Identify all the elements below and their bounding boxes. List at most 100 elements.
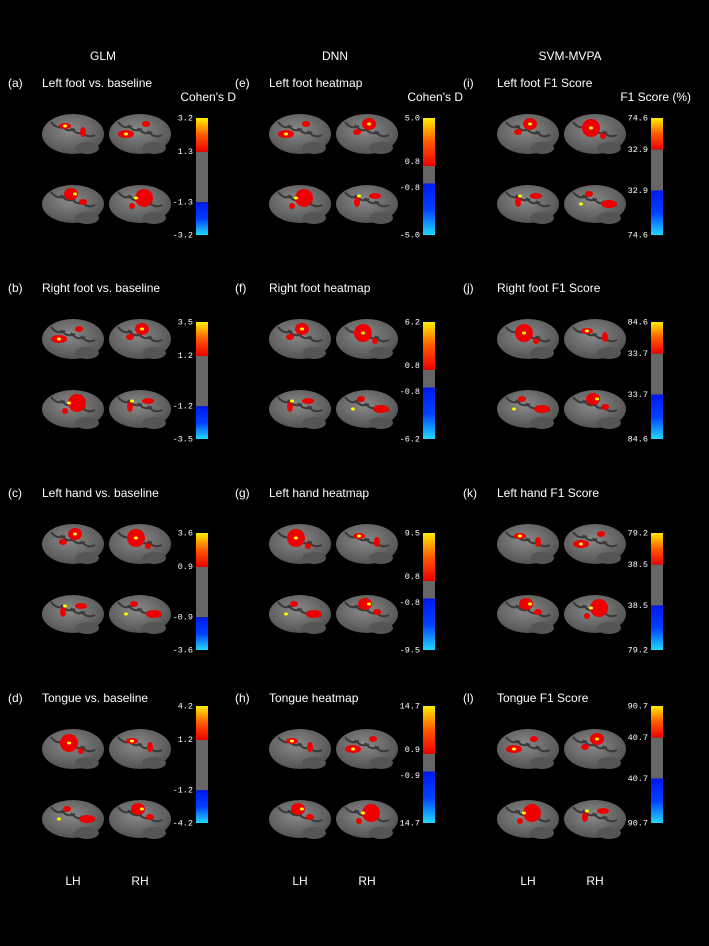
sulcus (374, 200, 390, 208)
activation (597, 531, 605, 537)
brain-lateral (564, 729, 626, 769)
colorbar-label: -4.2 (173, 818, 193, 828)
activation (127, 402, 133, 412)
activation-peak (284, 612, 288, 616)
colorbar-label: 1.2 (178, 735, 193, 745)
panel-title: Left foot heatmap (269, 76, 363, 90)
colorbar-label: 74.6 (628, 113, 648, 123)
brain-lateral (336, 319, 398, 359)
colorbar-label: 79.2 (628, 645, 648, 655)
activation (534, 609, 542, 615)
activation-peak (130, 399, 134, 403)
brain-medial (336, 595, 398, 634)
colorbar-negative (651, 190, 663, 235)
colorbar-neutral (423, 165, 435, 184)
colorbar-label: 38.5 (628, 601, 648, 611)
sulcus (602, 130, 618, 138)
activation (59, 539, 67, 545)
activation-peak (528, 602, 532, 606)
brain-medial (109, 595, 171, 634)
activation (369, 193, 381, 199)
colorbar-negative (196, 202, 208, 235)
activation-peak (361, 811, 365, 815)
colorbar-label: 0.8 (405, 157, 420, 167)
brain-lateral (336, 114, 398, 154)
activation (530, 193, 542, 199)
cerebellum (597, 347, 621, 359)
brain-medial (497, 390, 559, 429)
colorbar-neutral (196, 566, 208, 618)
colorbar-label: 0.8 (405, 572, 420, 582)
cerebellum (369, 142, 393, 154)
cerebellum (597, 622, 621, 634)
colorbar-neutral (196, 739, 208, 791)
colorbar-label: 90.7 (628, 701, 648, 711)
colorbar-positive (423, 533, 435, 581)
activation-peak (140, 327, 144, 331)
activation (530, 736, 538, 742)
sulcus (535, 335, 551, 343)
panel-title: Right foot vs. baseline (42, 281, 160, 295)
brain-medial (42, 800, 104, 839)
cerebellum (369, 622, 393, 634)
cerebellum (75, 417, 99, 429)
colorbar-label: 38.5 (628, 560, 648, 570)
cerebellum (369, 212, 393, 224)
cerebellum (142, 212, 166, 224)
activation (295, 189, 313, 207)
activation (290, 601, 298, 607)
activation-peak (294, 196, 298, 200)
sulcus (602, 815, 618, 823)
scale-title: F1 Score (%) (620, 90, 691, 104)
activation-peak (57, 337, 61, 341)
cerebellum (142, 142, 166, 154)
panel-label: (l) (463, 691, 474, 705)
activation (584, 613, 590, 619)
colorbar-positive (196, 533, 208, 567)
activation-peak (518, 194, 522, 198)
activation (354, 197, 360, 207)
colorbar-positive (651, 533, 663, 565)
activation-peak (140, 807, 144, 811)
activation (601, 404, 609, 410)
activation (142, 121, 150, 127)
colorbar-negative (423, 387, 435, 439)
brain-medial (269, 185, 331, 224)
cerebellum (597, 142, 621, 154)
activation (523, 804, 541, 822)
brain-medial (336, 390, 398, 429)
panel-label: (i) (463, 76, 474, 90)
brain-medial (269, 595, 331, 634)
hemisphere-label: LH (292, 874, 307, 888)
panel-label: (k) (463, 486, 477, 500)
activation-peak (63, 604, 67, 608)
colorbar-label: 5.0 (405, 113, 420, 123)
sulcus (307, 540, 323, 548)
hemisphere-label: LH (520, 874, 535, 888)
colorbar-negative (651, 778, 663, 823)
activation (602, 332, 608, 342)
activation (302, 398, 314, 404)
colorbar-label: 40.7 (628, 733, 648, 743)
colorbar-negative (423, 771, 435, 823)
activation (78, 748, 84, 754)
activation-peak (67, 401, 71, 405)
colorbar-label: 33.7 (628, 349, 648, 359)
activation (515, 197, 521, 207)
activation-peak (357, 534, 361, 538)
cerebellum (597, 417, 621, 429)
brain-medial (42, 185, 104, 224)
panel-title: Left hand vs. baseline (42, 486, 159, 500)
brain-lateral (497, 524, 559, 564)
activation (600, 133, 606, 139)
cerebellum (369, 552, 393, 564)
colorbar-label: 40.7 (628, 774, 648, 784)
colorbar-label: -0.9 (173, 612, 193, 622)
cerebellum (369, 417, 393, 429)
sulcus (147, 335, 163, 343)
activation-peak (300, 807, 304, 811)
activation (80, 127, 86, 137)
brain-lateral (497, 729, 559, 769)
activation (75, 603, 87, 609)
